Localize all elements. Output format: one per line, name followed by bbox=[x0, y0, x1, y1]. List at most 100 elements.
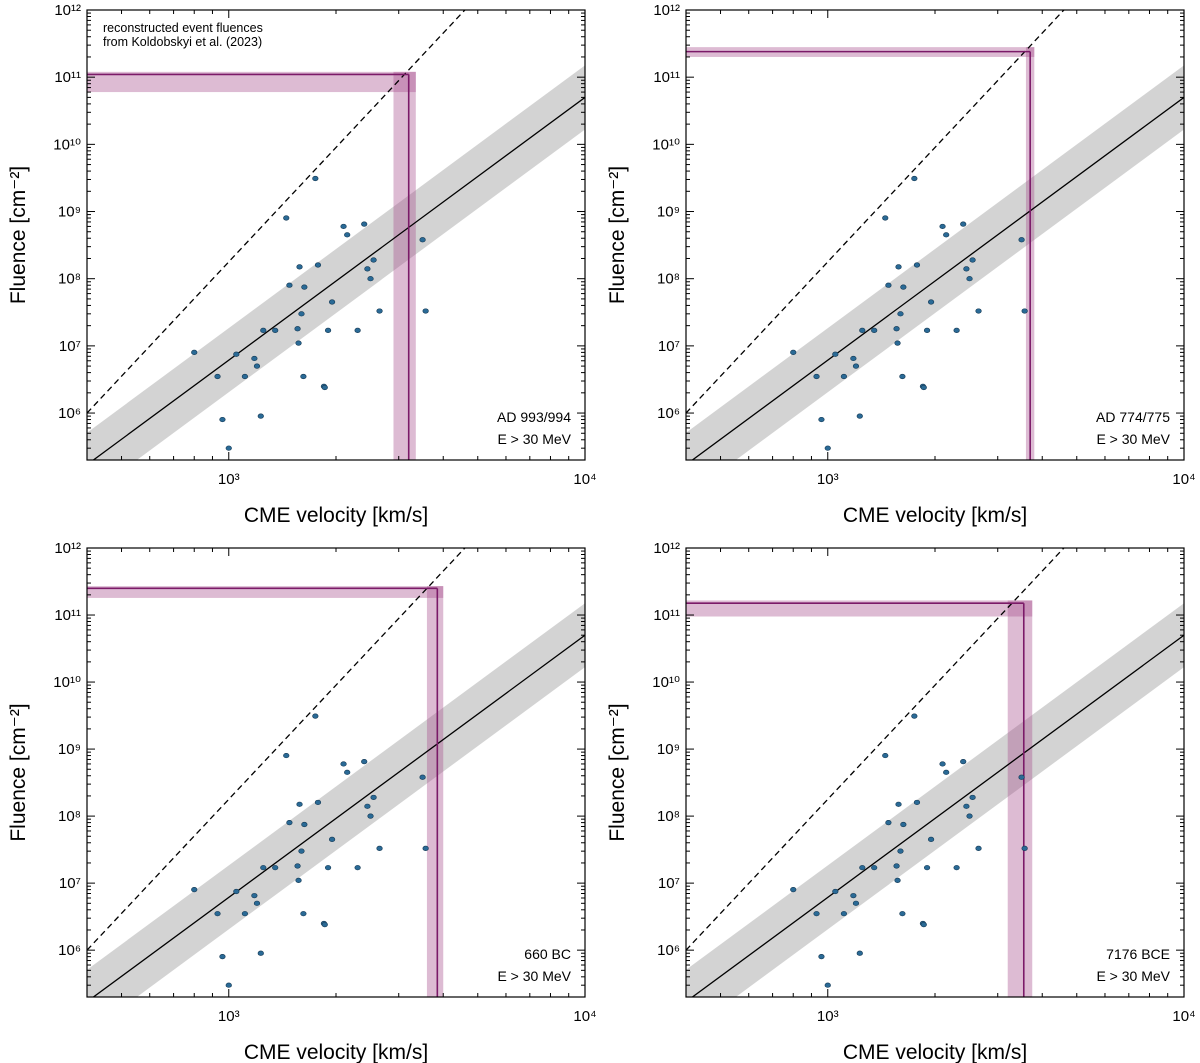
data-point bbox=[852, 363, 860, 369]
data-point bbox=[893, 326, 900, 332]
data-point bbox=[260, 327, 267, 333]
data-point bbox=[900, 821, 907, 828]
data-point bbox=[298, 311, 305, 317]
y-tick-label: 10¹⁰ bbox=[652, 674, 680, 691]
y-tick-label: 10⁷ bbox=[59, 338, 81, 355]
data-point bbox=[286, 819, 293, 826]
data-point bbox=[214, 911, 221, 917]
data-point bbox=[913, 799, 921, 806]
data-point bbox=[191, 887, 198, 893]
data-point bbox=[1018, 774, 1025, 780]
x-axis-label: CME velocity [km/s] bbox=[244, 504, 428, 527]
data-point bbox=[850, 355, 857, 362]
data-point bbox=[251, 893, 258, 899]
data-point bbox=[893, 863, 900, 869]
data-point bbox=[969, 794, 976, 801]
data-point bbox=[975, 845, 982, 851]
data-point bbox=[321, 384, 328, 391]
fluence-range-band bbox=[87, 586, 444, 598]
energy-label: E > 30 MeV bbox=[1096, 968, 1170, 984]
y-axis-label: Fluence [cm⁻²] bbox=[7, 166, 30, 304]
y-tick-label: 10⁶ bbox=[58, 942, 81, 959]
data-point bbox=[283, 215, 290, 221]
data-point bbox=[900, 284, 907, 290]
plot-area bbox=[87, 548, 585, 997]
data-point bbox=[1018, 237, 1025, 243]
data-point bbox=[840, 911, 848, 917]
y-tick-label: 10¹¹ bbox=[54, 69, 81, 86]
data-point bbox=[340, 223, 347, 230]
data-point bbox=[324, 327, 332, 333]
panel-label: AD 993/994 bbox=[497, 409, 571, 425]
data-point bbox=[328, 299, 336, 305]
data-point bbox=[790, 349, 797, 355]
data-point bbox=[253, 900, 261, 906]
y-tick-label: 10¹⁰ bbox=[53, 674, 81, 691]
data-point bbox=[885, 819, 892, 826]
annotation-text: from Koldobskyi et al. (2023) bbox=[103, 35, 262, 49]
data-point bbox=[856, 950, 863, 956]
fit-line bbox=[691, 634, 1184, 997]
x-tick-label: 10³ bbox=[817, 1008, 839, 1025]
data-point bbox=[257, 950, 264, 956]
x-tick-label: 10³ bbox=[218, 471, 240, 488]
panel-label: 7176 BCE bbox=[1106, 946, 1170, 962]
data-point bbox=[340, 761, 347, 767]
data-point bbox=[283, 752, 290, 759]
data-point bbox=[871, 865, 878, 871]
x-tick-label: 10⁴ bbox=[1172, 471, 1195, 488]
data-point bbox=[314, 262, 322, 268]
data-point bbox=[895, 801, 902, 807]
fit-uncertainty-band bbox=[87, 65, 585, 460]
data-point bbox=[233, 888, 240, 895]
data-point bbox=[882, 215, 889, 221]
data-point bbox=[300, 911, 307, 917]
data-point bbox=[1021, 308, 1028, 314]
data-point bbox=[344, 232, 351, 238]
data-point bbox=[923, 327, 931, 333]
data-point bbox=[241, 911, 249, 917]
data-point bbox=[233, 351, 240, 357]
data-point bbox=[895, 264, 902, 270]
y-tick-label: 10¹² bbox=[653, 540, 680, 557]
data-point bbox=[963, 803, 970, 809]
data-point bbox=[813, 911, 820, 917]
x-tick-label: 10⁴ bbox=[573, 1008, 596, 1025]
panel-label: 660 BC bbox=[524, 946, 571, 962]
y-tick-label: 10¹² bbox=[54, 540, 81, 557]
chart-panel-2: 10³ 10⁴ 10⁶ 10⁷ 10⁸ 10⁹ 10¹⁰ 10¹¹ 10¹² CME veloci… bbox=[606, 2, 1196, 527]
upper-limit-line bbox=[686, 10, 1065, 414]
x-tick-label: 10³ bbox=[817, 471, 839, 488]
data-point bbox=[832, 351, 839, 357]
data-point bbox=[966, 276, 973, 282]
data-point bbox=[943, 232, 950, 238]
data-point bbox=[272, 327, 279, 333]
upper-limit-line bbox=[87, 548, 466, 951]
data-point bbox=[920, 384, 927, 391]
upper-limit-line bbox=[686, 548, 1065, 951]
velocity-range-band bbox=[393, 71, 416, 460]
data-point bbox=[367, 813, 374, 819]
y-tick-label: 10⁹ bbox=[58, 204, 81, 221]
y-tick-label: 10⁸ bbox=[657, 808, 680, 825]
data-point bbox=[894, 340, 901, 346]
annotation-text: reconstructed event fluences bbox=[103, 21, 263, 35]
data-point bbox=[899, 373, 906, 380]
data-point bbox=[225, 445, 232, 451]
fit-uncertainty-band bbox=[686, 65, 1184, 460]
data-point bbox=[321, 922, 328, 928]
x-tick-label: 10⁴ bbox=[573, 471, 596, 488]
fit-uncertainty-band bbox=[87, 603, 585, 997]
data-point bbox=[354, 865, 361, 871]
chart-panel-3: 10³ 10⁴ 10⁶ 10⁷ 10⁸ 10⁹ 10¹⁰ 10¹¹ 10¹² CME veloci… bbox=[7, 540, 597, 1063]
data-point bbox=[364, 266, 371, 272]
fit-line bbox=[691, 96, 1184, 460]
data-point bbox=[344, 769, 351, 775]
data-point bbox=[260, 865, 267, 871]
energy-label: E > 30 MeV bbox=[1096, 431, 1170, 447]
data-point bbox=[966, 813, 973, 819]
data-point bbox=[871, 327, 878, 333]
y-tick-label: 10⁹ bbox=[657, 204, 680, 221]
data-point bbox=[419, 774, 426, 780]
data-point bbox=[294, 863, 301, 869]
